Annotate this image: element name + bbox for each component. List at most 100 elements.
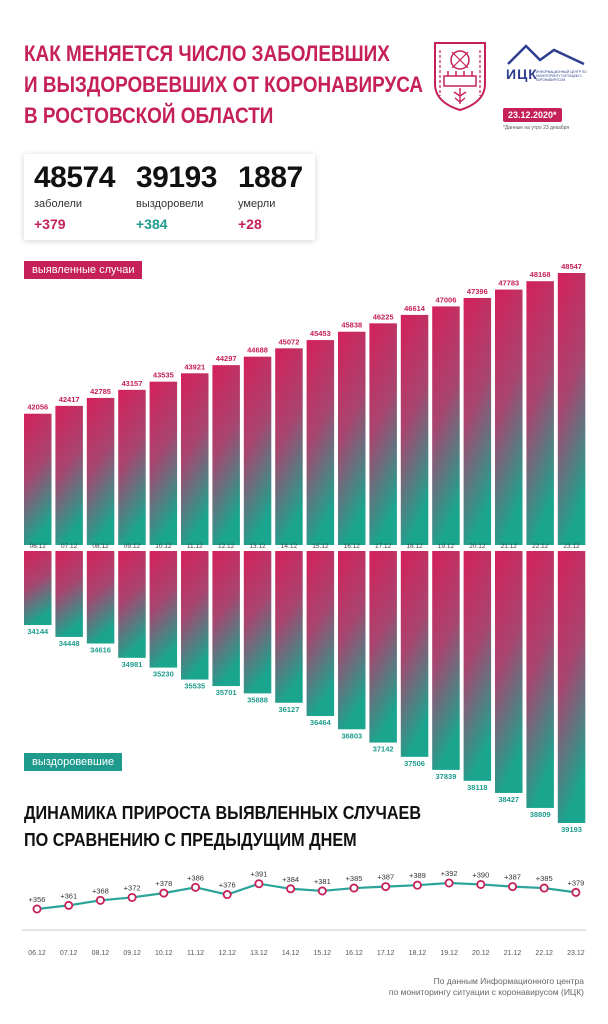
source-line: по мониторингу ситуации с коронавирусом …: [388, 987, 584, 997]
date-note: *Данные на утро 23 декабря: [503, 125, 570, 131]
line-x-tick-label: 17.12: [377, 950, 395, 957]
case-bar: [338, 331, 366, 545]
stat-delta: +384: [136, 216, 168, 232]
increase-point: [190, 882, 200, 892]
recovered-bar: [181, 551, 209, 680]
increase-label: +381: [314, 877, 331, 886]
increase-label: +372: [124, 883, 141, 892]
increase-label: +378: [155, 879, 172, 888]
recovered-bar-label: 36803: [341, 731, 362, 740]
case-bar: [306, 340, 335, 545]
title-line: В РОСТОВСКОЙ ОБЛАСТИ: [24, 103, 274, 128]
increase-label: +361: [60, 891, 77, 900]
case-bar: [24, 413, 52, 545]
line-x-tick-label: 07.12: [60, 950, 78, 957]
recovered-bar: [400, 551, 429, 757]
increase-point: [571, 887, 581, 897]
increase-point: [286, 884, 296, 894]
increase-point: [317, 886, 327, 896]
increase-label: +389: [409, 871, 426, 880]
stats-panel: 48574 заболели +379 39193 выздоровели +3…: [24, 154, 315, 240]
rostov-coat-of-arms-icon: [434, 42, 486, 112]
date-tick-label: 06.12: [30, 543, 47, 550]
line-x-tick-label: 11.12: [187, 950, 204, 957]
recovered-bar-label: 34981: [122, 660, 143, 669]
increase-point: [64, 900, 74, 910]
recovered-bar-label: 37506: [404, 759, 425, 768]
ick-logo: ИЦК Информационный центр по мониторингу …: [506, 40, 588, 110]
case-bar-label: 44297: [216, 354, 237, 363]
recovered-bar: [463, 551, 492, 781]
stat-delta: +379: [34, 216, 66, 232]
line-x-tick-label: 09.12: [123, 950, 141, 957]
date-tick-label: 07.12: [61, 543, 78, 550]
line-x-tick-label: 08.12: [92, 950, 110, 957]
recovered-bar-label: 34448: [59, 639, 80, 648]
case-bar: [86, 397, 115, 545]
recovered-bar: [432, 551, 460, 770]
increase-label: +356: [29, 895, 46, 904]
recovered-bar-label: 34144: [27, 627, 49, 636]
line-x-tick-label: 13.12: [250, 950, 268, 957]
increase-point: [381, 882, 391, 892]
date-tick-label: 22.12: [532, 543, 549, 550]
case-bar: [212, 365, 240, 545]
case-bar-label: 47396: [467, 287, 488, 296]
increase-label: +368: [92, 886, 109, 895]
recovered-bar-label: 37839: [436, 772, 457, 781]
recovered-bar: [495, 551, 523, 793]
date-tick-label: 11.12: [187, 543, 203, 550]
case-bar: [495, 289, 523, 545]
increase-label: +379: [567, 878, 584, 887]
title-line: КАК МЕНЯЕТСЯ ЧИСЛО ЗАБОЛЕВШИХ: [24, 41, 390, 66]
logo-name: ИЦК: [506, 66, 538, 82]
recovered-bar-label: 37142: [373, 745, 394, 754]
increase-line: [36, 881, 577, 911]
date-tick-label: 08.12: [92, 543, 109, 550]
increase-point: [159, 888, 169, 898]
recovered-bar-chart: 34144 34448 34616 34981 35230 35535 35701 35888…: [24, 551, 586, 834]
case-bar-label: 43535: [153, 371, 174, 380]
stat-label: умерли: [238, 198, 276, 210]
recovered-bar: [338, 551, 366, 730]
case-bar-label: 43157: [122, 379, 143, 388]
date-tick-label: 19.12: [438, 543, 455, 550]
increase-label: +385: [346, 874, 363, 883]
increase-point: [349, 883, 359, 893]
increase-label: +387: [504, 873, 521, 882]
case-bar-label: 43921: [184, 362, 205, 371]
stat-recovered: 39193 выздоровели +384: [136, 162, 217, 233]
case-bar-label: 45072: [279, 337, 300, 346]
date-tick-label: 23.12: [563, 543, 580, 550]
line-x-tick-label: 14.12: [282, 950, 300, 957]
case-bar: [181, 373, 209, 545]
recovered-bar: [306, 551, 335, 716]
recovered-bar: [24, 551, 52, 625]
date-tick-label: 12.12: [218, 543, 235, 550]
increase-point: [222, 890, 232, 900]
recovered-bar-label: 34616: [90, 646, 111, 655]
recovered-bar: [149, 551, 178, 668]
recovered-bar-label: 38809: [530, 810, 551, 819]
recovered-bar-label: 35701: [216, 688, 237, 697]
case-bar-label: 42785: [90, 387, 111, 396]
case-bar: [149, 381, 178, 545]
increase-point: [476, 879, 486, 889]
case-bar: [463, 297, 492, 545]
case-bar: [369, 323, 397, 545]
increase-label: +390: [472, 870, 489, 879]
recovered-bar-label: 36464: [310, 718, 332, 727]
stat-deaths: 1887 умерли +28: [238, 161, 303, 233]
case-bar-label: 47006: [436, 295, 457, 304]
stat-value: 1887: [238, 161, 303, 194]
stat-delta: +28: [238, 216, 262, 232]
logo-wave-icon: [507, 44, 585, 66]
line-x-tick-label: 18.12: [409, 950, 427, 957]
recovered-tag: выздоровевшие: [24, 753, 123, 771]
case-bar: [275, 348, 303, 545]
line-x-tick-label: 12.12: [218, 950, 236, 957]
increase-label: +391: [250, 870, 267, 879]
cases-tag: выявленные случаи: [24, 261, 143, 279]
case-bar: [118, 389, 146, 545]
